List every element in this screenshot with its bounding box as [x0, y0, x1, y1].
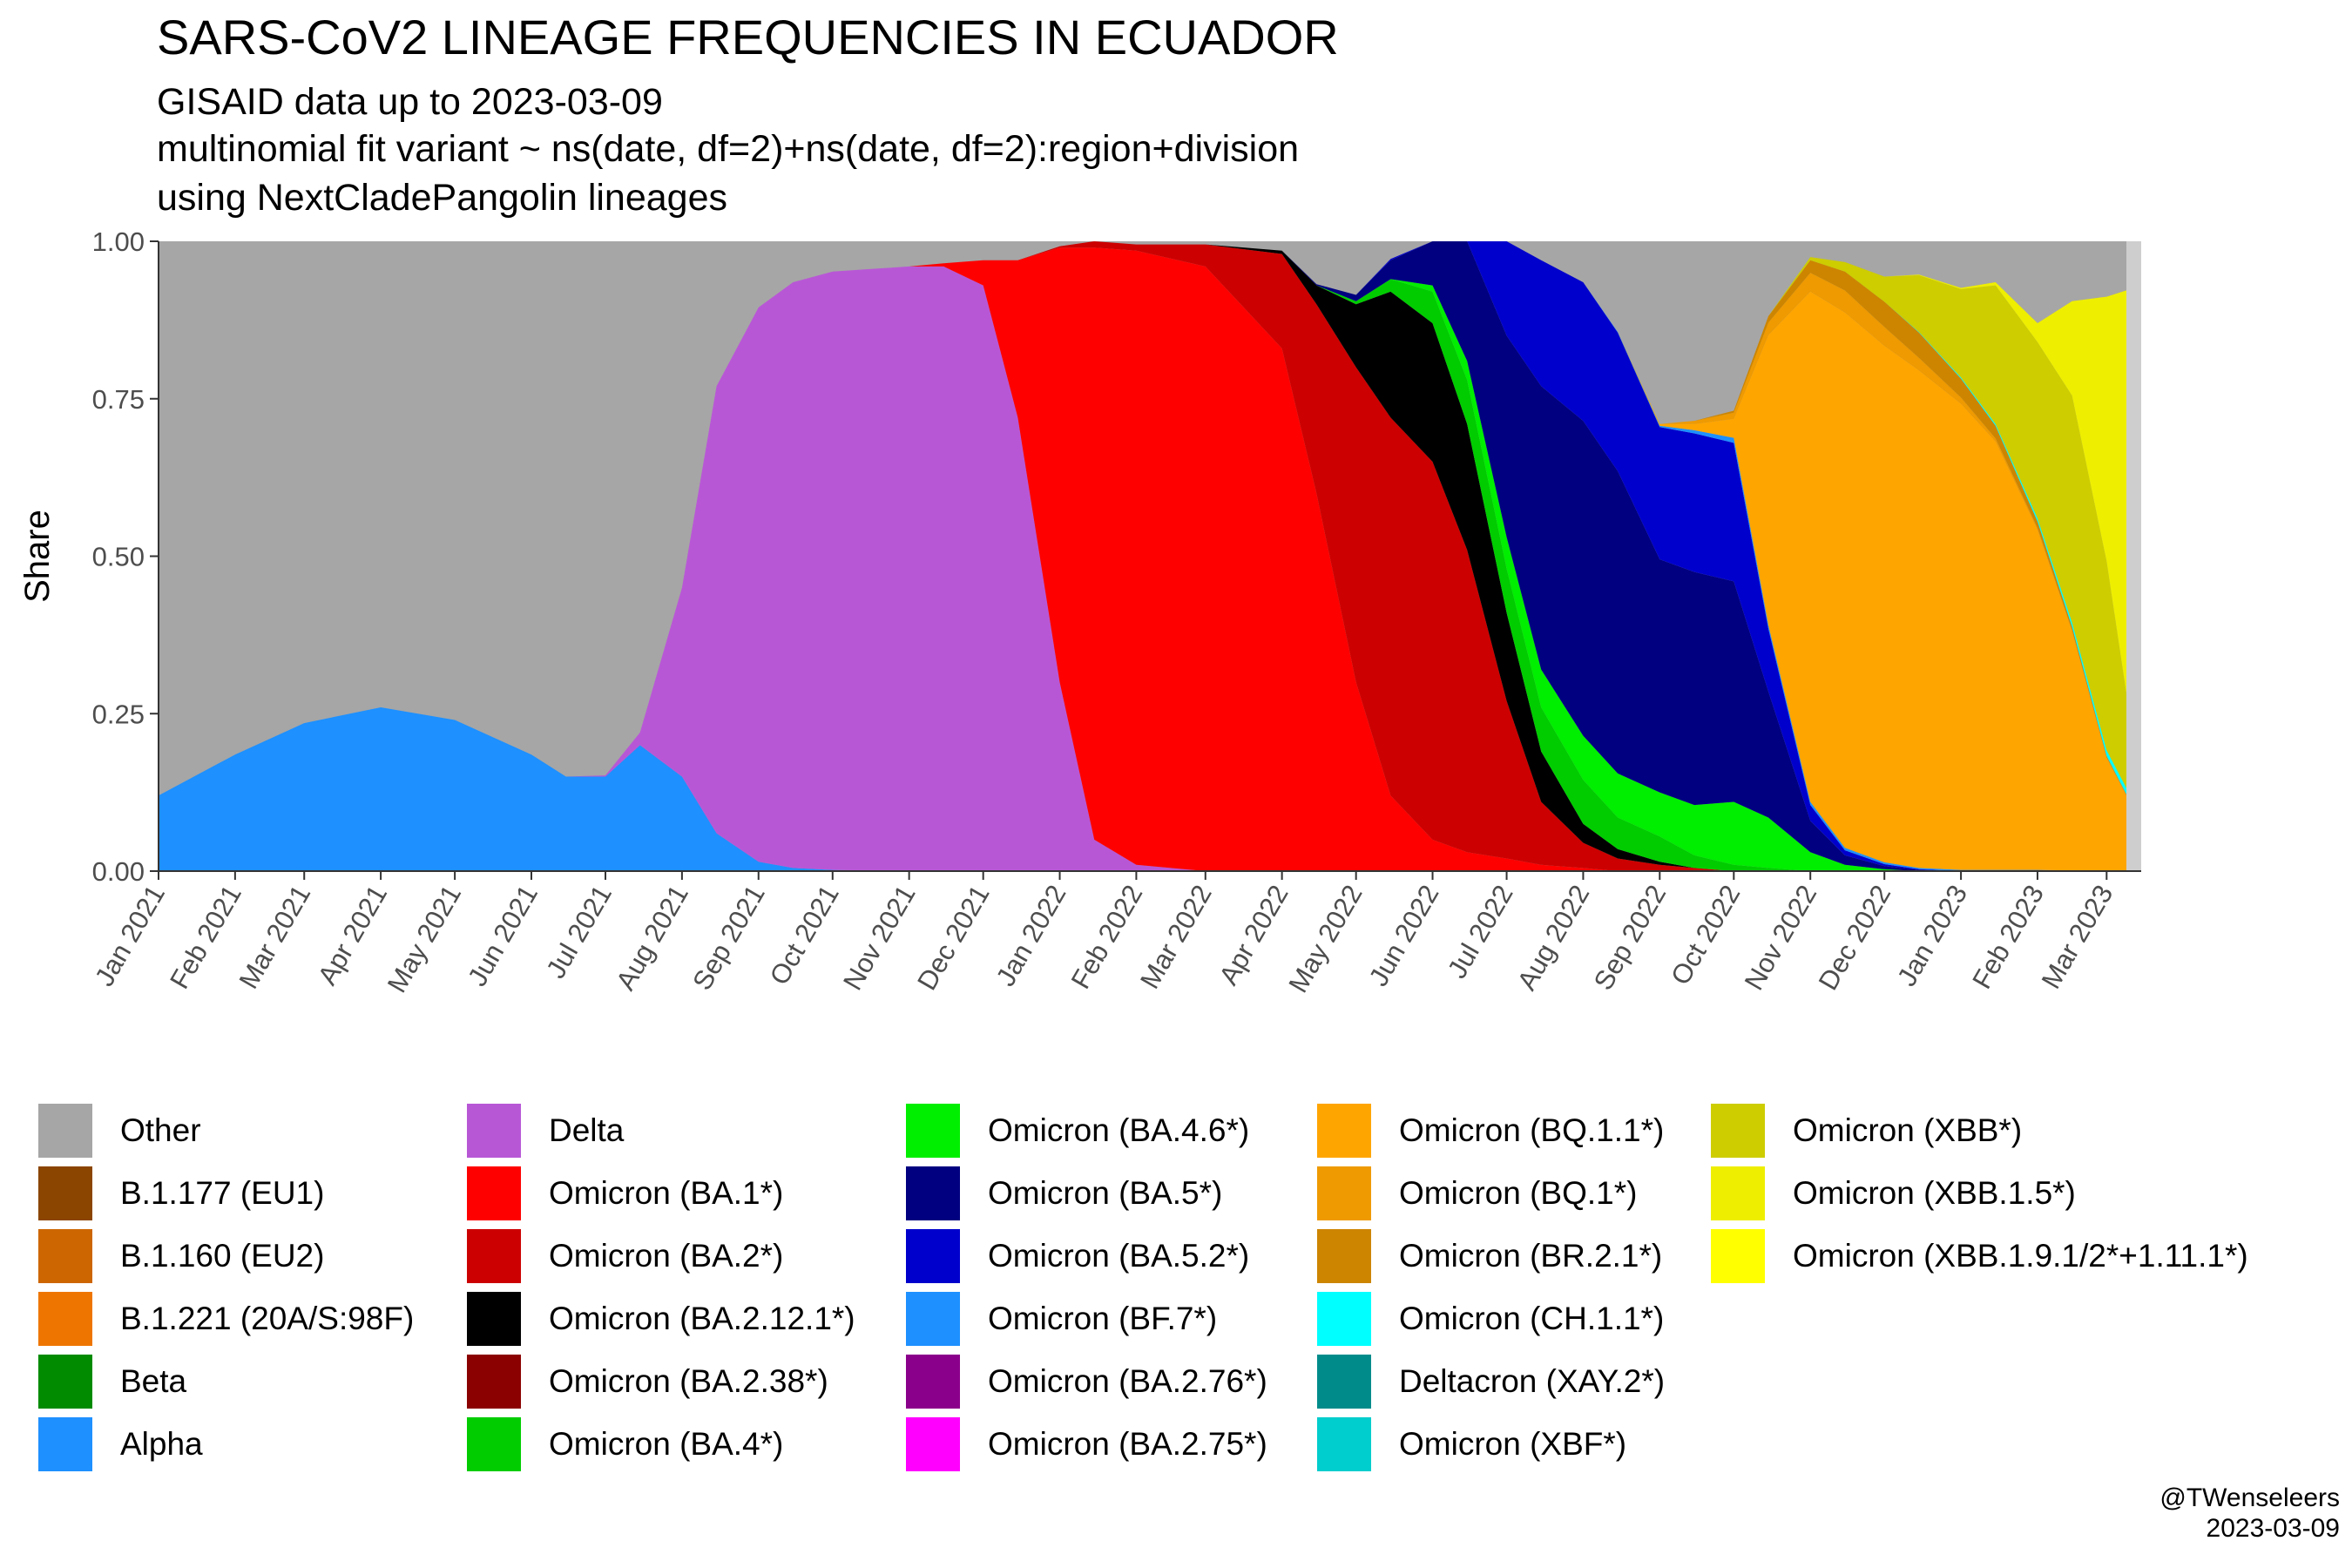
x-tick-label: Dec 2022 [1813, 880, 1897, 995]
chart-subtitle-line-2: multinomial fit variant ~ ns(date, df=2)… [157, 128, 1300, 170]
chart-title: SARS-CoV2 LINEAGE FREQUENCIES IN ECUADOR [157, 10, 1339, 64]
y-tick-label: 0.00 [92, 856, 145, 887]
stacked-area-layers [159, 241, 2141, 871]
x-tick-label: Sep 2021 [686, 880, 771, 995]
x-tick-label: Jan 2022 [990, 880, 1072, 991]
x-tick-label: Aug 2021 [610, 880, 694, 995]
area-omicron-bq-1-1 [159, 241, 2126, 871]
x-tick-label: Aug 2022 [1511, 880, 1596, 995]
area-omicron-ba-5-2 [159, 241, 2126, 871]
x-tick-label: Jun 2021 [462, 880, 544, 991]
x-tick-label: May 2022 [1282, 880, 1368, 997]
x-tick-label: Dec 2021 [911, 880, 996, 995]
x-tick-label: Nov 2021 [837, 880, 922, 995]
y-axis-title: Share [18, 510, 57, 603]
x-tick-label: Jan 2021 [89, 880, 171, 991]
x-tick-label: Nov 2022 [1739, 880, 1823, 995]
caption: @TWenseleers 2023-03-09 [2159, 1483, 2340, 1544]
chart-subtitle-line-1: GISAID data up to 2023-03-09 [157, 81, 663, 123]
y-tick-label: 0.75 [92, 384, 145, 415]
caption-date: 2023-03-09 [2206, 1514, 2340, 1544]
area-omicron-ba-1 [159, 247, 2126, 871]
area-delta [159, 266, 2126, 871]
chart-subtitle-line-3: using NextCladePangolin lineages [157, 177, 727, 219]
x-tick-label: May 2021 [382, 880, 467, 997]
projection-shade [2126, 241, 2141, 871]
x-tick-label: Jun 2022 [1363, 880, 1445, 991]
x-tick-label: Sep 2022 [1588, 880, 1673, 995]
x-tick-label: Jul 2022 [1442, 880, 1519, 983]
y-tick-label: 0.50 [92, 542, 145, 572]
x-tick-label: Jan 2023 [1891, 880, 1973, 991]
area-omicron-ba-5 [159, 241, 2126, 871]
y-tick-label: 1.00 [92, 226, 145, 257]
area-omicron-xbb [159, 241, 2126, 796]
x-tick-label: Apr 2022 [1213, 880, 1294, 990]
y-tick-label: 0.25 [92, 699, 145, 729]
x-tick-label: Apr 2021 [312, 880, 393, 990]
x-tick-label: Oct 2022 [1665, 880, 1746, 990]
area-alpha [159, 707, 2126, 871]
x-tick-label: Oct 2021 [764, 880, 845, 990]
caption-author: @TWenseleers [2159, 1484, 2340, 1512]
x-tick-label: Jul 2021 [540, 880, 618, 983]
